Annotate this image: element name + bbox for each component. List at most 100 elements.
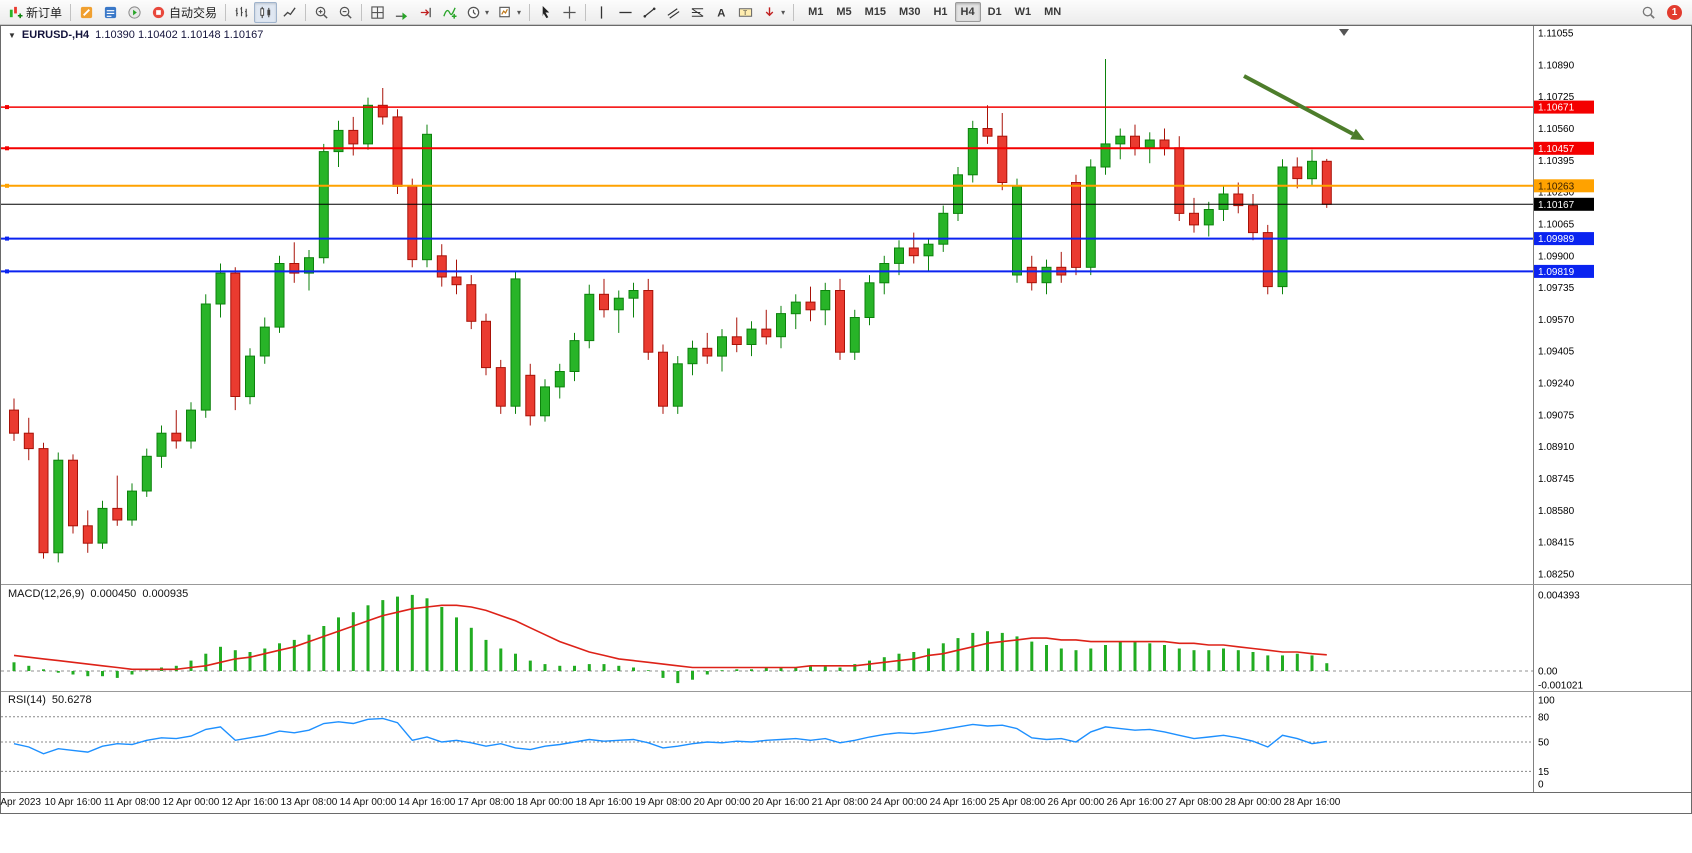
svg-text:1.10263: 1.10263 (1538, 181, 1575, 192)
fibonacci-icon (691, 7, 704, 17)
search-button[interactable] (1637, 2, 1660, 23)
time-axis-label: 26 Apr 00:00 (1047, 797, 1105, 808)
zoom-in-button[interactable] (310, 2, 333, 23)
autotrading-button[interactable]: 自动交易 (147, 2, 221, 23)
vertical-line-button[interactable] (590, 2, 613, 23)
toolbar-divider (70, 3, 72, 21)
time-axis-label: 10 Apr 16:00 (44, 797, 102, 808)
auto-scroll-button[interactable] (390, 2, 413, 23)
price-pane[interactable]: 1.11055 1.10890 1.10725 1.10560 1.10395 1.102… (1, 26, 1691, 584)
timeframe-button-w1[interactable]: W1 (1009, 2, 1038, 22)
new-order-label: 新订单 (26, 5, 63, 20)
timeframe-button-m15[interactable]: M15 (859, 2, 892, 22)
svg-text:1.09989: 1.09989 (1538, 234, 1575, 245)
channel-icon (667, 7, 680, 19)
timeframe-button-h1[interactable]: H1 (927, 2, 953, 22)
metaeditor-icon (80, 6, 93, 18)
text-label-button[interactable]: T (734, 2, 757, 23)
vertical-line-icon (600, 5, 603, 19)
text-label-icon: T (738, 7, 753, 17)
template-icon (499, 6, 510, 17)
zoom-out-icon (339, 6, 352, 19)
svg-text:1.10230: 1.10230 (1538, 188, 1575, 199)
indicators-button[interactable] (438, 2, 461, 23)
zoom-out-button[interactable] (334, 2, 357, 23)
time-axis-label: 27 Apr 08:00 (1165, 797, 1223, 808)
horizontal-line-button[interactable] (614, 2, 637, 23)
svg-text:-0.001021: -0.001021 (1538, 681, 1583, 692)
time-axis-label: 28 Apr 16:00 (1283, 797, 1341, 808)
market-watch-button[interactable] (99, 2, 122, 23)
time-axis-label: 10 Apr 2023 (0, 797, 41, 808)
notification-badge[interactable]: 1 (1667, 4, 1682, 20)
chevron-down-icon: ▾ (517, 7, 522, 17)
svg-text:0.004393: 0.004393 (1538, 591, 1580, 602)
channel-button[interactable] (662, 2, 685, 23)
timeframe-button-h4[interactable]: H4 (954, 2, 981, 22)
search-icon (1642, 6, 1655, 19)
candlestick-chart-icon (260, 6, 271, 18)
timeframe-button-m1[interactable]: M1 (802, 2, 829, 22)
cursor-button[interactable] (534, 2, 557, 23)
bar-chart-button[interactable] (230, 2, 253, 23)
svg-text:1.08415: 1.08415 (1538, 538, 1575, 549)
autotrading-label: 自动交易 (169, 5, 218, 20)
time-axis-label: 24 Apr 16:00 (929, 797, 987, 808)
rsi-pane[interactable]: 100 80 50 15 0 (1, 691, 1691, 792)
svg-text:1.11055: 1.11055 (1538, 29, 1574, 40)
text-button[interactable]: A (710, 2, 733, 23)
candlestick-chart-button[interactable] (254, 1, 278, 23)
periods-dropdown-button[interactable]: ▾ (462, 2, 493, 23)
svg-text:1.08910: 1.08910 (1538, 442, 1575, 453)
templates-dropdown-button[interactable]: ▾ (494, 2, 525, 23)
macd-pane[interactable]: 0.004393 0.00 -0.001021 (1, 584, 1691, 691)
tile-windows-icon (371, 5, 384, 19)
time-axis-label: 19 Apr 08:00 (634, 797, 692, 808)
svg-text:15: 15 (1538, 767, 1550, 778)
text-icon: A (717, 7, 725, 19)
macd-label: MACD(12,26,9) 0.000450 0.000935 (8, 588, 188, 600)
toolbar-right-group: 1 (1637, 2, 1688, 23)
crosshair-button[interactable] (558, 2, 581, 23)
rsi-value: 50.6278 (51, 694, 92, 706)
time-axis-label: 14 Apr 00:00 (339, 797, 397, 808)
chart-shift-button[interactable] (414, 2, 437, 23)
toolbar-divider (225, 3, 227, 21)
timeframe-button-m5[interactable]: M5 (830, 2, 857, 22)
crosshair-icon (563, 5, 576, 19)
line-chart-button[interactable] (278, 2, 301, 23)
mt4-window: 新订单 自动交易 (0, 0, 1692, 814)
strategy-tester-button[interactable] (123, 2, 146, 23)
timeframe-button-d1[interactable]: D1 (982, 2, 1008, 22)
fibonacci-button[interactable] (686, 2, 709, 23)
symbol-caret-icon[interactable]: ▼ (8, 30, 16, 40)
timeframe-button-mn[interactable]: MN (1038, 2, 1067, 22)
line-chart-icon (283, 6, 296, 17)
tile-windows-button[interactable] (366, 2, 389, 23)
indicators-icon (443, 7, 457, 19)
svg-text:1.09735: 1.09735 (1538, 283, 1575, 294)
chevron-down-icon: ▾ (485, 7, 490, 17)
macd-title-text: MACD(12,26,9) (8, 588, 85, 600)
toolbar-divider (305, 3, 307, 21)
autotrading-icon (152, 6, 165, 18)
time-axis-label: 12 Apr 16:00 (221, 797, 279, 808)
svg-text:1.08580: 1.08580 (1538, 506, 1575, 517)
rsi-label: RSI(14) 50.6278 (8, 694, 92, 706)
clock-icon (467, 6, 480, 18)
arrows-dropdown-button[interactable]: ▾ (758, 2, 789, 23)
chart-title: ▼ EURUSD-,H4 1.10390 1.10402 1.10148 1.1… (8, 29, 263, 41)
trendline-button[interactable] (638, 2, 661, 23)
svg-text:1.09900: 1.09900 (1538, 251, 1575, 262)
new-order-button[interactable]: 新订单 (4, 2, 66, 23)
time-axis-label: 13 Apr 08:00 (280, 797, 338, 808)
svg-text:0: 0 (1538, 780, 1544, 791)
time-axis-label: 24 Apr 00:00 (870, 797, 928, 808)
macd-signal-value: 0.000935 (142, 588, 189, 600)
time-axis-label: 18 Apr 00:00 (516, 797, 574, 808)
chart-window: ▼ EURUSD-,H4 1.10390 1.10402 1.10148 1.1… (0, 25, 1692, 814)
metaeditor-button[interactable] (75, 2, 98, 23)
svg-text:1.09405: 1.09405 (1538, 347, 1575, 358)
timeframe-button-m30[interactable]: M30 (893, 2, 926, 22)
